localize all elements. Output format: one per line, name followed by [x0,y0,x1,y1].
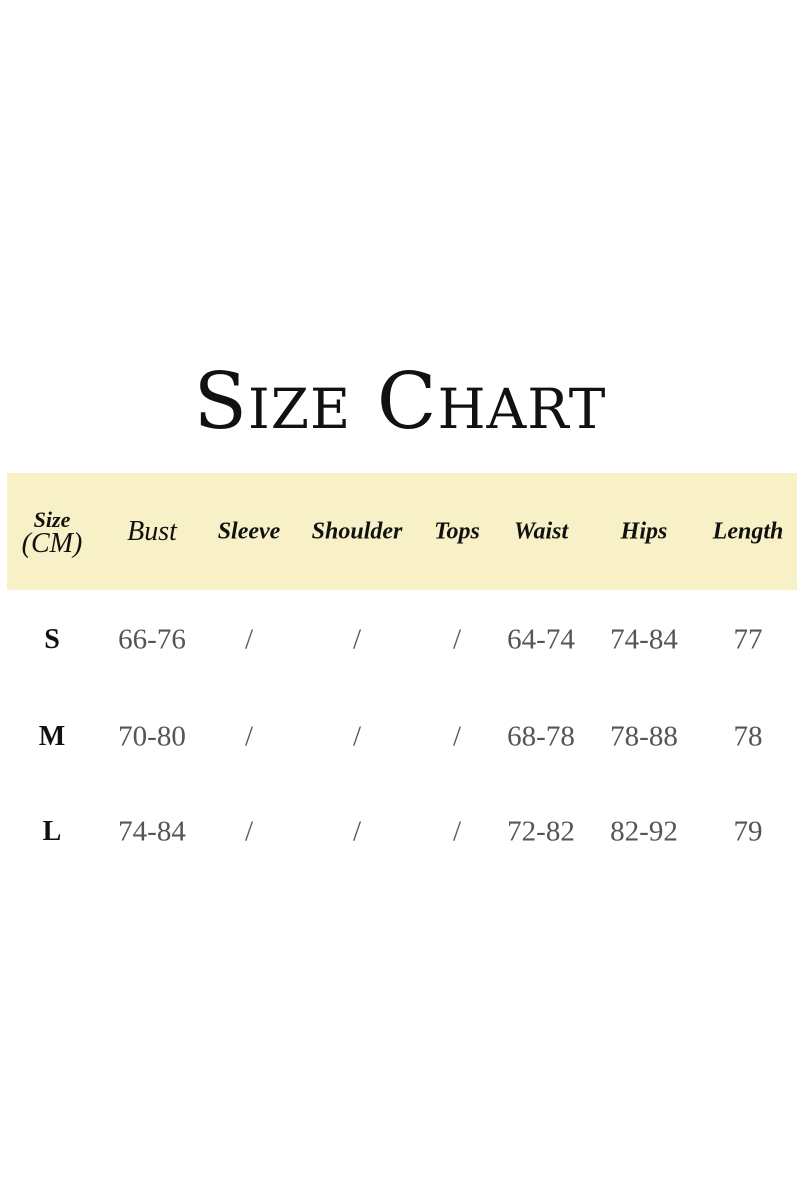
header-size: Size (CM) [21,507,83,559]
table-cell: 78-88 [610,720,678,753]
table-cell: / [452,720,462,753]
table-cell: 70-80 [118,720,186,753]
table-cell: 64-74 [507,623,575,656]
row-size-label: L [42,816,62,847]
table-cell: 82-92 [610,815,678,848]
table-header-band [7,473,797,590]
table-cell: 74-84 [118,815,186,848]
table-cell: 72-82 [507,815,575,848]
table-cell: / [352,720,362,753]
row-size-label: S [44,624,60,655]
header-hips: Hips [620,518,668,545]
header-sleeve: Sleeve [217,518,281,545]
table-cell: / [352,815,362,848]
table-cell: 74-84 [610,623,678,656]
table-cell: / [244,815,254,848]
table-cell: / [244,623,254,656]
table-cell: 78 [733,720,763,753]
table-cell: / [452,623,462,656]
table-cell: 68-78 [507,720,575,753]
table-cell: 66-76 [118,623,186,656]
table-cell: / [352,623,362,656]
table-cell: 79 [733,815,763,848]
header-length: Length [712,518,784,545]
row-size-label: M [38,721,66,752]
page-title: Size Chart [193,357,607,447]
header-waist: Waist [513,518,569,545]
header-tops: Tops [434,518,480,545]
header-shoulder: Shoulder [311,518,403,545]
table-cell: / [452,815,462,848]
table-cell: 77 [733,623,763,656]
header-size-label: Size [33,507,71,532]
header-bust: Bust [127,516,177,547]
table-cell: / [244,720,254,753]
header-unit-label: (CM) [21,528,83,559]
